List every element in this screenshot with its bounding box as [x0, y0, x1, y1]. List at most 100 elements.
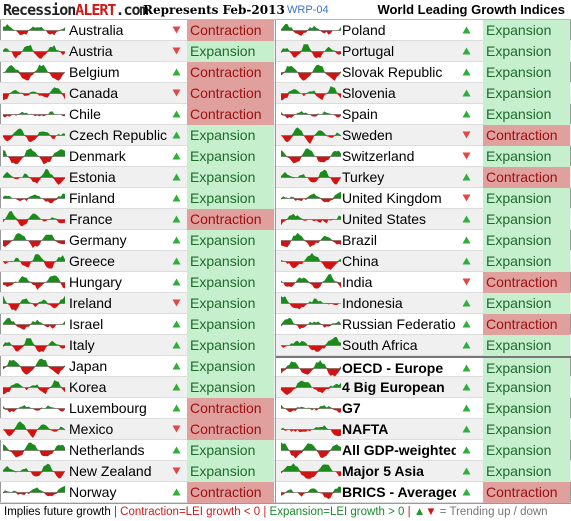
status-badge: Expansion	[483, 104, 570, 125]
table-row: BRICS - Averaged Contraction	[276, 482, 571, 503]
status-badge: Expansion	[483, 146, 570, 167]
country-name: United States	[342, 211, 427, 227]
table-row: New Zealand Expansion	[0, 461, 275, 482]
sparkline	[281, 486, 341, 500]
sparkline-positive-area	[281, 232, 341, 241]
sparkline-positive-area	[3, 193, 65, 199]
sparkline-negative-area	[3, 177, 65, 185]
status-badge: Expansion	[187, 188, 274, 209]
trend-down-mark	[462, 131, 471, 139]
trend-up-icon	[462, 467, 471, 475]
status-badge: Contraction	[187, 83, 274, 104]
country-name: Denmark	[69, 148, 126, 164]
table-row: India Contraction	[276, 272, 571, 293]
sparkline-positive-area	[3, 24, 65, 31]
sparkline-negative-area	[281, 135, 341, 144]
brand-logo: RecessionALERT.com	[3, 1, 149, 19]
country-name: Indonesia	[342, 295, 403, 311]
sparkline-negative-area	[3, 261, 65, 269]
country-name: Canada	[69, 85, 119, 101]
sparkline-negative-area	[3, 198, 65, 204]
country-name: Italy	[69, 337, 95, 353]
sparkline-positive-area	[281, 425, 341, 430]
trend-up-mark	[172, 341, 181, 349]
country-name: Germany	[69, 232, 127, 248]
table-row: Italy Expansion	[0, 335, 275, 356]
table-row: Korea Expansion	[0, 377, 275, 398]
sparkline	[281, 425, 341, 437]
sparkline-negative-area	[3, 135, 65, 143]
status-badge: Expansion	[187, 230, 274, 251]
trend-up-mark	[462, 215, 471, 223]
status-badge: Expansion	[483, 440, 570, 461]
trend-up-mark	[462, 488, 471, 496]
sparkline-positive-area	[3, 338, 65, 346]
sparkline-negative-area	[3, 72, 65, 81]
country-name: Mexico	[69, 421, 114, 437]
sparkline-negative-area	[3, 324, 65, 330]
sparkline-positive-area	[281, 463, 341, 472]
country-name: Japan	[69, 358, 108, 374]
trend-up-icon	[172, 362, 181, 370]
sparkline-negative-area	[281, 72, 341, 81]
sparkline-negative-area	[3, 492, 65, 497]
status-badge: Expansion	[483, 377, 570, 398]
sparkline	[3, 442, 65, 458]
table-row: Mexico Contraction	[0, 419, 275, 440]
table-row: Hungary Expansion	[0, 272, 275, 293]
trend-up-icon	[462, 341, 471, 349]
table-row: Belgium Contraction	[0, 62, 275, 83]
trend-up-icon	[172, 215, 181, 223]
sparkline	[281, 169, 341, 185]
trend-up-icon	[172, 110, 181, 118]
trend-up-mark	[462, 173, 471, 181]
sparkline	[281, 86, 341, 101]
sparkline	[281, 317, 341, 330]
sparkline-positive-area	[3, 380, 65, 388]
legend-implies: Implies future growth	[4, 506, 111, 518]
table-row: Ireland Expansion	[0, 293, 275, 314]
status-badge: Contraction	[187, 482, 274, 503]
sparkline-negative-area	[281, 492, 341, 500]
sparkline-negative-area	[281, 303, 341, 310]
sparkline-positive-area	[281, 337, 341, 346]
country-name: Russian Federation	[342, 316, 456, 332]
trend-down-icon	[462, 278, 471, 286]
status-badge: Expansion	[483, 293, 570, 314]
sparkline-negative-area	[281, 51, 341, 59]
trend-up-mark	[172, 152, 181, 160]
sparkline-positive-area	[3, 111, 65, 115]
trend-up-mark	[462, 341, 471, 349]
trend-up-icon	[462, 299, 471, 307]
trend-up-icon	[462, 425, 471, 433]
sparkline-negative-area	[281, 93, 341, 101]
table-row: Russian Federation Contraction	[276, 314, 571, 335]
status-badge: Expansion	[187, 377, 274, 398]
represents-date: Represents Feb-2013	[143, 3, 285, 17]
table-row: Canada Contraction	[0, 83, 275, 104]
table-row: Turkey Contraction	[276, 167, 571, 188]
trend-up-icon	[172, 257, 181, 265]
trend-up-mark	[172, 488, 181, 496]
sparkline-negative-area	[281, 261, 341, 270]
sparkline-positive-area	[3, 317, 65, 325]
trend-down-mark	[462, 194, 471, 202]
trend-down-mark	[462, 152, 471, 160]
country-name: Brazil	[342, 232, 378, 248]
country-name: India	[342, 274, 373, 290]
trend-up-icon	[462, 173, 471, 181]
sparkline-negative-area	[281, 219, 341, 226]
trend-up-icon	[172, 404, 181, 412]
trend-down-mark	[172, 89, 181, 97]
status-badge: Expansion	[483, 461, 570, 482]
trend-up-mark	[172, 446, 181, 454]
country-name: Switzerland	[342, 148, 415, 164]
status-badge: Contraction	[187, 104, 274, 125]
trend-up-mark	[462, 364, 471, 372]
trend-down-mark	[172, 467, 181, 475]
trend-down-icon	[462, 131, 471, 139]
sparkline-negative-area	[281, 408, 341, 413]
sparkline-positive-area	[3, 148, 65, 157]
table-row: Estonia Expansion	[0, 167, 275, 188]
status-badge: Contraction	[483, 272, 570, 293]
